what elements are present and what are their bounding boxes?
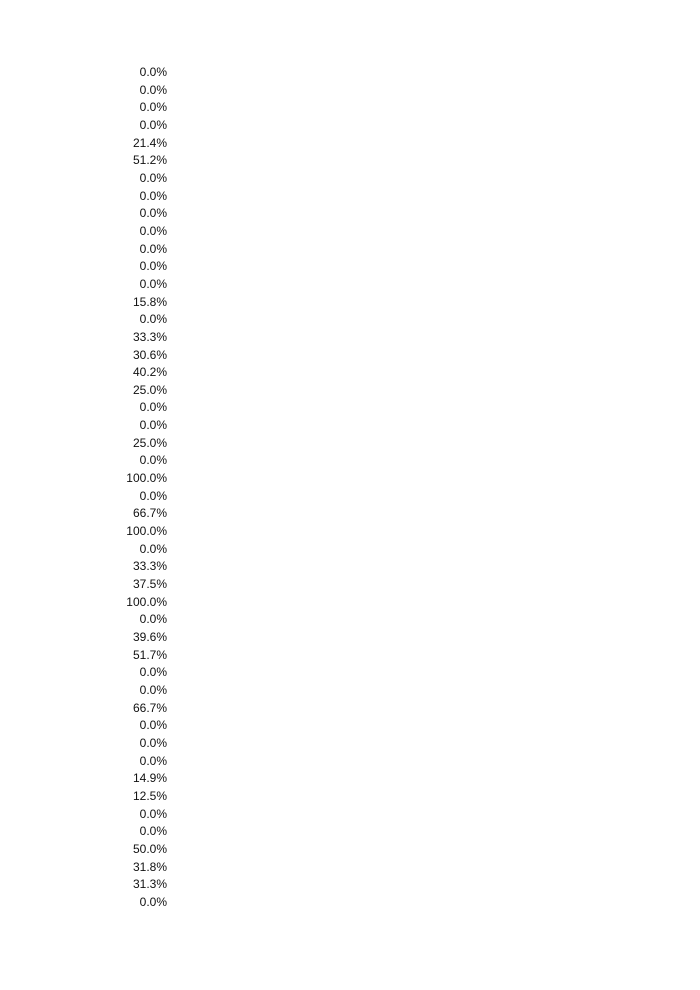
percentage-cell: 40.2% bbox=[132, 365, 167, 380]
percentage-cell: 0.0% bbox=[139, 188, 167, 203]
percentage-cell: 0.0% bbox=[139, 824, 167, 839]
percentage-cell: 0.0% bbox=[139, 718, 167, 733]
percentage-cell: 0.0% bbox=[139, 206, 167, 221]
percentage-cell: 100.0% bbox=[126, 524, 167, 539]
percentage-cell: 0.0% bbox=[139, 541, 167, 556]
percentage-cell: 0.0% bbox=[139, 223, 167, 238]
percentage-cell: 0.0% bbox=[139, 806, 167, 821]
percentage-cell: 100.0% bbox=[126, 471, 167, 486]
percentage-cell: 0.0% bbox=[139, 259, 167, 274]
percentage-column: 0.0% 0.0% 0.0% 0.0% 21.4% 51.2% 0.0% 0.0% 0.0% 0.… bbox=[100, 64, 167, 912]
percentage-cell: 66.7% bbox=[132, 506, 167, 521]
percentage-cell: 0.0% bbox=[139, 753, 167, 768]
percentage-cell: 0.0% bbox=[139, 418, 167, 433]
percentage-cell: 14.9% bbox=[132, 771, 167, 786]
percentage-cell: 0.0% bbox=[139, 488, 167, 503]
percentage-cell: 0.0% bbox=[139, 65, 167, 79]
percentage-cell: 66.7% bbox=[132, 700, 167, 715]
percentage-cell: 33.3% bbox=[132, 329, 167, 344]
percentage-cell: 0.0% bbox=[139, 82, 167, 97]
percentage-cell: 51.2% bbox=[132, 153, 167, 168]
percentage-cell: 15.8% bbox=[132, 294, 167, 309]
percentage-cell: 0.0% bbox=[139, 170, 167, 185]
percentage-cell: 25.0% bbox=[132, 382, 167, 397]
percentage-cell: 12.5% bbox=[132, 788, 167, 803]
percentage-cell: 0.0% bbox=[139, 894, 167, 909]
percentage-cell: 0.0% bbox=[139, 612, 167, 627]
percentage-cell: 0.0% bbox=[139, 100, 167, 115]
percentage-cell: 30.6% bbox=[132, 347, 167, 362]
percentage-cell: 37.5% bbox=[132, 577, 167, 592]
percentage-cell: 0.0% bbox=[139, 682, 167, 697]
percentage-cell: 31.3% bbox=[132, 877, 167, 892]
percentage-cell: 33.3% bbox=[132, 559, 167, 574]
percentage-cell: 0.0% bbox=[139, 735, 167, 750]
percentage-cell: 0.0% bbox=[139, 665, 167, 680]
percentage-cell: 51.7% bbox=[132, 647, 167, 662]
percentage-cell: 0.0% bbox=[139, 400, 167, 415]
percentage-cell: 0.0% bbox=[139, 276, 167, 291]
percentage-cell: 0.0% bbox=[139, 453, 167, 468]
percentage-cell: 50.0% bbox=[132, 841, 167, 856]
percentage-cell: 0.0% bbox=[139, 241, 167, 256]
percentage-cell: 31.8% bbox=[132, 859, 167, 874]
percentage-cell: 21.4% bbox=[132, 135, 167, 150]
percentage-cell: 0.0% bbox=[139, 312, 167, 327]
percentage-cell: 0.0% bbox=[139, 117, 167, 132]
percentage-cell: 39.6% bbox=[132, 630, 167, 644]
percentage-cell: 25.0% bbox=[132, 435, 167, 450]
percentage-cell: 100.0% bbox=[126, 594, 167, 609]
